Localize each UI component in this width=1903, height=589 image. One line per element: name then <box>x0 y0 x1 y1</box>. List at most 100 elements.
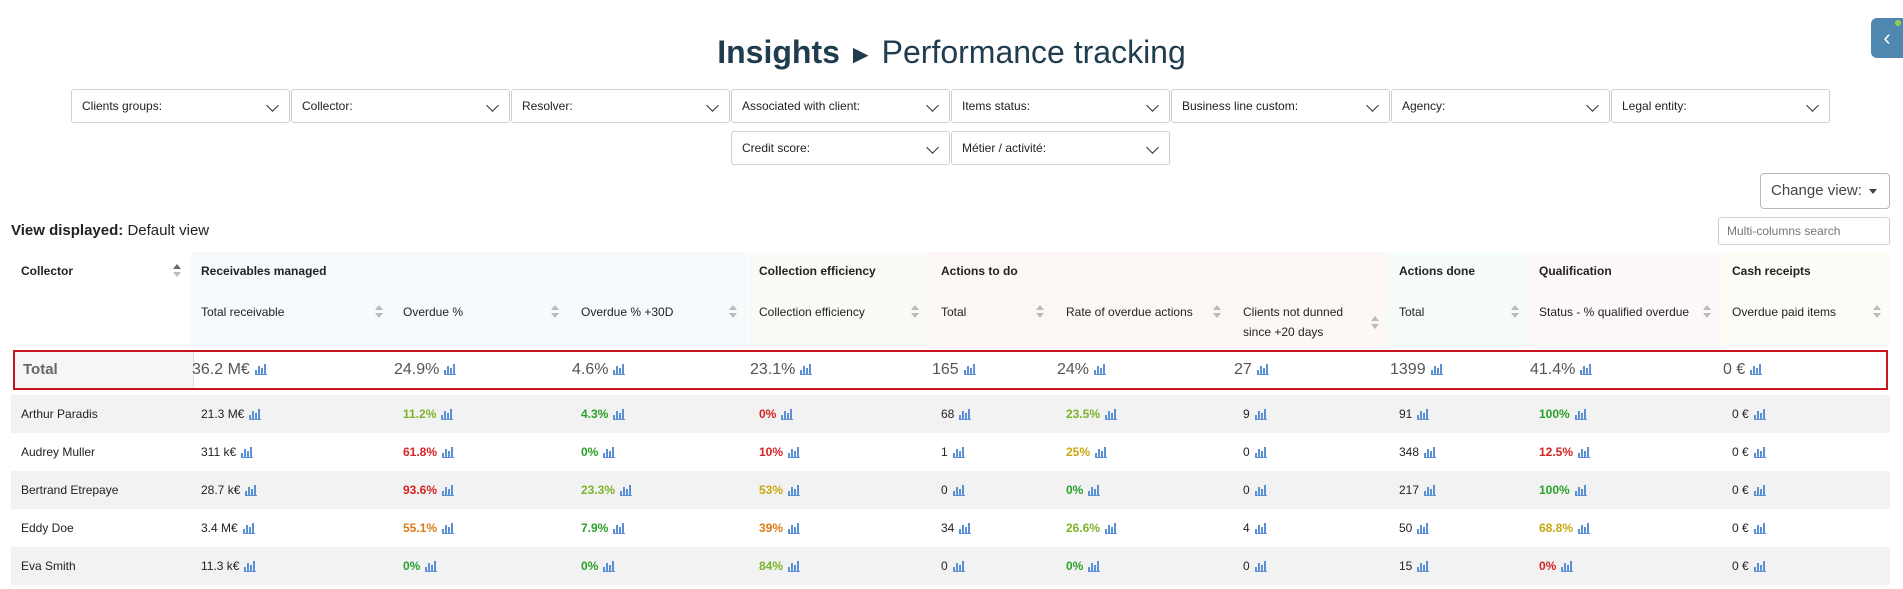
bar-chart-icon[interactable] <box>249 409 262 421</box>
bar-chart-icon[interactable] <box>1580 364 1593 376</box>
bar-chart-icon[interactable] <box>788 561 801 573</box>
bar-chart-icon[interactable] <box>1750 364 1763 376</box>
bar-chart-icon[interactable] <box>613 523 626 535</box>
bar-chart-icon[interactable] <box>1753 447 1766 459</box>
collector-name[interactable]: Arthur Paradis <box>21 407 98 421</box>
bar-chart-icon[interactable] <box>800 364 813 376</box>
filter-resolver[interactable]: Resolver: <box>511 89 730 123</box>
bar-chart-icon[interactable] <box>1578 523 1591 535</box>
bar-chart-icon[interactable] <box>1254 523 1267 535</box>
bar-chart-icon[interactable] <box>959 523 972 535</box>
bar-chart-icon[interactable] <box>1095 447 1108 459</box>
bar-chart-icon[interactable] <box>1578 447 1591 459</box>
col-rate-overdue-actions[interactable]: Rate of overdue actions <box>1066 305 1193 319</box>
filter-collector[interactable]: Collector: <box>291 89 510 123</box>
bar-chart-icon[interactable] <box>1424 447 1437 459</box>
filter-legal-entity[interactable]: Legal entity: <box>1611 89 1830 123</box>
bar-chart-icon[interactable] <box>442 485 455 497</box>
bar-chart-icon[interactable] <box>245 485 258 497</box>
bar-chart-icon[interactable] <box>441 409 454 421</box>
col-done-total[interactable]: Total <box>1399 305 1425 319</box>
col-overdue-30d[interactable]: Overdue % +30D <box>581 305 674 319</box>
bar-chart-icon[interactable] <box>1254 561 1267 573</box>
filter-agency[interactable]: Agency: <box>1391 89 1610 123</box>
sort-icon[interactable] <box>729 305 737 319</box>
filter-credit-score[interactable]: Credit score: <box>731 131 950 165</box>
bar-chart-icon[interactable] <box>242 523 255 535</box>
bar-chart-icon[interactable] <box>1753 561 1766 573</box>
filter-metier-activite[interactable]: Métier / activité: <box>951 131 1170 165</box>
bar-chart-icon[interactable] <box>781 409 794 421</box>
table-row[interactable]: Bertrand Etrepaye 28.7 k€ 93.6% 23.3% 53% 0 0%… <box>11 471 1890 509</box>
sort-icon[interactable] <box>375 305 383 319</box>
table-row[interactable]: Eddy Doe 3.4 M€ 55.1% 7.9% 39% 34 26.6% 4 50 68.8… <box>11 509 1890 547</box>
bar-chart-icon[interactable] <box>442 523 455 535</box>
col-status-qualified[interactable]: Status - % qualified overdue <box>1539 305 1690 319</box>
bar-chart-icon[interactable] <box>603 447 616 459</box>
collector-name[interactable]: Audrey Muller <box>21 445 96 459</box>
bar-chart-icon[interactable] <box>1753 485 1766 497</box>
bar-chart-icon[interactable] <box>442 447 455 459</box>
bar-chart-icon[interactable] <box>1256 364 1269 376</box>
collector-name[interactable]: Eva Smith <box>21 559 76 573</box>
bar-chart-icon[interactable] <box>1254 447 1267 459</box>
bar-chart-icon[interactable] <box>1574 485 1587 497</box>
bar-chart-icon[interactable] <box>788 447 801 459</box>
sort-icon[interactable] <box>1873 305 1881 319</box>
bar-chart-icon[interactable] <box>1753 409 1766 421</box>
bar-chart-icon[interactable] <box>1105 523 1118 535</box>
bar-chart-icon[interactable] <box>963 364 976 376</box>
bar-chart-icon[interactable] <box>603 561 616 573</box>
bar-chart-icon[interactable] <box>254 364 267 376</box>
col-todo-total[interactable]: Total <box>941 305 967 319</box>
filter-items-status[interactable]: Items status: <box>951 89 1170 123</box>
sort-icon[interactable] <box>551 305 559 319</box>
table-row[interactable]: Eva Smith 11.3 k€ 0% 0% 84% 0 0% 0 15 0% 0 € <box>11 547 1890 585</box>
bar-chart-icon[interactable] <box>1094 364 1107 376</box>
bar-chart-icon[interactable] <box>1574 409 1587 421</box>
bar-chart-icon[interactable] <box>1088 485 1101 497</box>
bar-chart-icon[interactable] <box>1105 409 1118 421</box>
bar-chart-icon[interactable] <box>1254 409 1267 421</box>
sort-icon[interactable] <box>173 264 181 278</box>
bar-chart-icon[interactable] <box>952 561 965 573</box>
col-overdue-pct[interactable]: Overdue % <box>403 305 464 319</box>
bar-chart-icon[interactable] <box>1417 561 1430 573</box>
change-view-button[interactable]: Change view: <box>1760 173 1890 209</box>
bar-chart-icon[interactable] <box>952 447 965 459</box>
bar-chart-icon[interactable] <box>613 364 626 376</box>
bar-chart-icon[interactable] <box>613 409 626 421</box>
multi-columns-search-input[interactable] <box>1718 217 1890 245</box>
sort-icon[interactable] <box>1213 305 1221 319</box>
sort-icon[interactable] <box>1511 305 1519 319</box>
sort-icon[interactable] <box>1371 316 1379 330</box>
bar-chart-icon[interactable] <box>241 447 254 459</box>
bar-chart-icon[interactable] <box>952 485 965 497</box>
collector-name[interactable]: Bertrand Etrepaye <box>21 483 119 497</box>
filter-associated-with-client[interactable]: Associated with client: <box>731 89 950 123</box>
collector-header[interactable]: Collector <box>21 264 74 278</box>
bar-chart-icon[interactable] <box>1424 485 1437 497</box>
col-clients-not-dunned[interactable]: Clients not dunned since +20 days <box>1243 305 1344 339</box>
bar-chart-icon[interactable] <box>444 364 457 376</box>
bar-chart-icon[interactable] <box>1088 561 1101 573</box>
col-collection-efficiency[interactable]: Collection efficiency <box>759 305 865 319</box>
bar-chart-icon[interactable] <box>788 485 801 497</box>
filter-business-line-custom[interactable]: Business line custom: <box>1171 89 1390 123</box>
table-row[interactable]: Audrey Muller 311 k€ 61.8% 0% 10% 1 25% 0 348 12.… <box>11 433 1890 471</box>
bar-chart-icon[interactable] <box>1430 364 1443 376</box>
col-total-receivable[interactable]: Total receivable <box>201 305 285 319</box>
sort-icon[interactable] <box>1703 305 1711 319</box>
sort-icon[interactable] <box>911 305 919 319</box>
collector-name[interactable]: Eddy Doe <box>21 521 74 535</box>
bar-chart-icon[interactable] <box>1417 523 1430 535</box>
filter-clients-groups[interactable]: Clients groups: <box>71 89 290 123</box>
col-overdue-paid[interactable]: Overdue paid items <box>1732 305 1837 319</box>
sort-icon[interactable] <box>1036 305 1044 319</box>
bar-chart-icon[interactable] <box>244 561 257 573</box>
bar-chart-icon[interactable] <box>425 561 438 573</box>
bar-chart-icon[interactable] <box>1417 409 1430 421</box>
bar-chart-icon[interactable] <box>1254 485 1267 497</box>
bar-chart-icon[interactable] <box>1753 523 1766 535</box>
bar-chart-icon[interactable] <box>620 485 633 497</box>
